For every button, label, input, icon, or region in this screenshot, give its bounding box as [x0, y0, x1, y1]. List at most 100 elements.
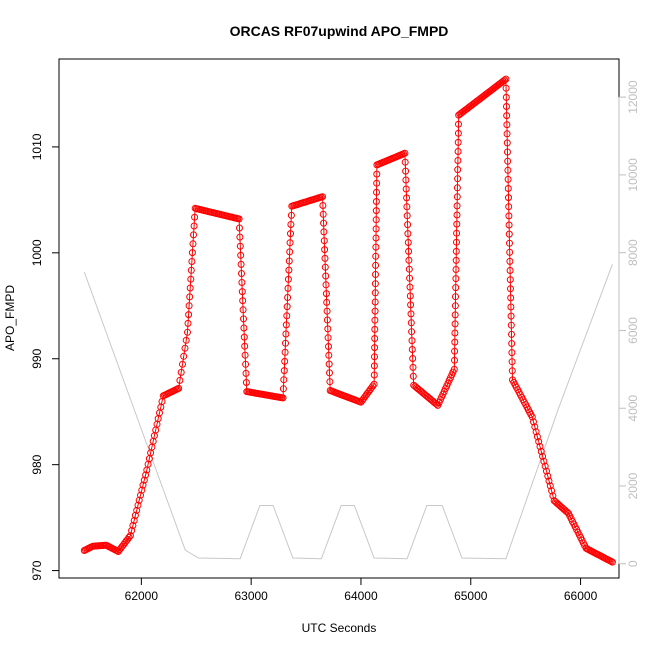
- apo-point: [505, 230, 513, 238]
- apo-point: [321, 246, 329, 254]
- apo-point: [453, 202, 461, 210]
- apo-point: [453, 229, 461, 237]
- apo-point: [508, 330, 515, 338]
- apo-point: [236, 242, 244, 250]
- y-tick-label: 1000: [30, 239, 44, 266]
- apo-point: [320, 219, 328, 227]
- apo-point: [280, 367, 288, 375]
- x-tick-label: 64000: [344, 589, 378, 603]
- apo-point: [503, 139, 511, 147]
- apo-point: [138, 486, 146, 494]
- apo-point: [319, 202, 327, 209]
- apo-point: [189, 240, 197, 248]
- apo-point: [504, 175, 512, 183]
- apo-point: [452, 293, 459, 301]
- apo-point: [323, 316, 331, 324]
- apo-point: [451, 338, 459, 346]
- apo-point: [453, 184, 461, 192]
- apo-point: [128, 527, 136, 535]
- apo-point: [135, 496, 143, 504]
- apo-point: [506, 239, 513, 247]
- apo-point: [549, 492, 557, 500]
- apo-point: [406, 292, 414, 300]
- apo-point: [409, 363, 417, 371]
- apo-point: [371, 353, 378, 361]
- x-tick-label: 65000: [454, 589, 488, 603]
- apo-point: [544, 472, 552, 480]
- apo-point: [320, 237, 328, 245]
- apo-point: [324, 325, 332, 333]
- apo-point: [282, 321, 290, 329]
- x-axis-label: UTC Seconds: [302, 621, 377, 635]
- apo-point: [528, 413, 536, 421]
- apo-point: [130, 517, 138, 524]
- apo-point: [242, 360, 250, 368]
- apo-point: [506, 276, 514, 284]
- apo-point: [371, 344, 379, 352]
- apo-point: [408, 346, 416, 353]
- y2-tick-label: 10000: [626, 158, 640, 192]
- apo-point: [324, 334, 332, 342]
- apo-point: [139, 481, 147, 489]
- apo-point: [541, 462, 549, 470]
- apo-point: [455, 120, 462, 128]
- apo-point: [280, 376, 288, 384]
- apo-point: [180, 352, 188, 360]
- y-tick-label: 990: [30, 348, 44, 368]
- apo-point: [452, 266, 460, 273]
- apo-point: [319, 193, 326, 201]
- apo-point: [404, 221, 412, 229]
- apo-point: [284, 294, 292, 301]
- apo-point: [187, 275, 195, 283]
- apo-point: [503, 121, 511, 129]
- apo-point: [401, 158, 409, 166]
- apo-point: [190, 222, 198, 230]
- apo-point: [372, 243, 380, 251]
- apo-point: [187, 266, 195, 274]
- apo-point: [372, 252, 380, 260]
- y-axis-label: APO_FMPD: [3, 285, 17, 351]
- apo-point: [190, 231, 197, 239]
- apo-point: [320, 228, 328, 236]
- apo-point: [284, 284, 292, 292]
- apo-point: [533, 433, 541, 441]
- apo-point: [175, 384, 183, 392]
- apo-point: [546, 482, 554, 490]
- apo-point: [176, 376, 184, 384]
- apo-point: [279, 385, 287, 393]
- apo-point: [240, 315, 247, 323]
- apo-point: [503, 103, 510, 110]
- apo-point: [451, 356, 458, 364]
- apo-point: [453, 238, 460, 246]
- x-tick-label: 62000: [125, 589, 159, 603]
- apo-point: [402, 167, 410, 175]
- apo-point: [405, 256, 413, 264]
- apo-point: [326, 378, 334, 386]
- apo-point: [401, 149, 409, 157]
- y2-tick-label: 8000: [626, 239, 640, 266]
- apo-point: [142, 471, 150, 479]
- apo-point: [373, 188, 380, 196]
- x-tick-label: 63000: [234, 589, 268, 603]
- y-tick-label: 970: [30, 560, 44, 580]
- apo-point: [371, 335, 379, 342]
- apo-point: [451, 329, 459, 337]
- apo-point: [372, 271, 379, 278]
- apo-point: [372, 216, 380, 224]
- apo-point: [451, 311, 459, 319]
- apo-point: [241, 342, 249, 350]
- apo-point: [454, 175, 462, 183]
- apo-point: [323, 307, 331, 315]
- apo-point: [407, 310, 415, 318]
- apo-point: [285, 266, 293, 274]
- apo-point: [241, 351, 249, 359]
- apo-point: [452, 284, 460, 292]
- apo-point: [532, 428, 540, 436]
- apo-point: [403, 194, 411, 202]
- apo-point: [406, 274, 414, 282]
- apo-point: [502, 93, 510, 101]
- apo-point: [238, 270, 245, 277]
- apo-point: [543, 467, 550, 475]
- apo-point: [283, 303, 291, 311]
- apo-point: [539, 452, 547, 460]
